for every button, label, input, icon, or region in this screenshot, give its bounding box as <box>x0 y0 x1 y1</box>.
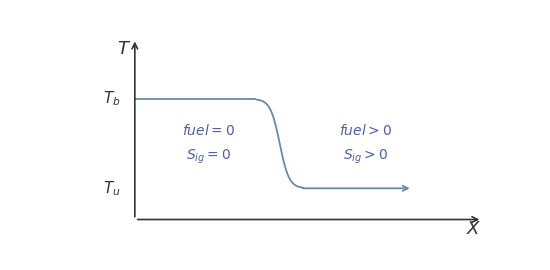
Text: $T$: $T$ <box>117 40 131 58</box>
Text: $fuel > 0$: $fuel > 0$ <box>339 123 392 138</box>
Text: $S_{ig} > 0$: $S_{ig} > 0$ <box>343 148 387 166</box>
Text: $T_u$: $T_u$ <box>103 179 120 198</box>
Text: $fuel = 0$: $fuel = 0$ <box>182 123 235 138</box>
Text: $S_{ig} = 0$: $S_{ig} = 0$ <box>186 148 231 166</box>
Text: $T_b$: $T_b$ <box>103 90 120 108</box>
Text: $X$: $X$ <box>466 220 481 238</box>
